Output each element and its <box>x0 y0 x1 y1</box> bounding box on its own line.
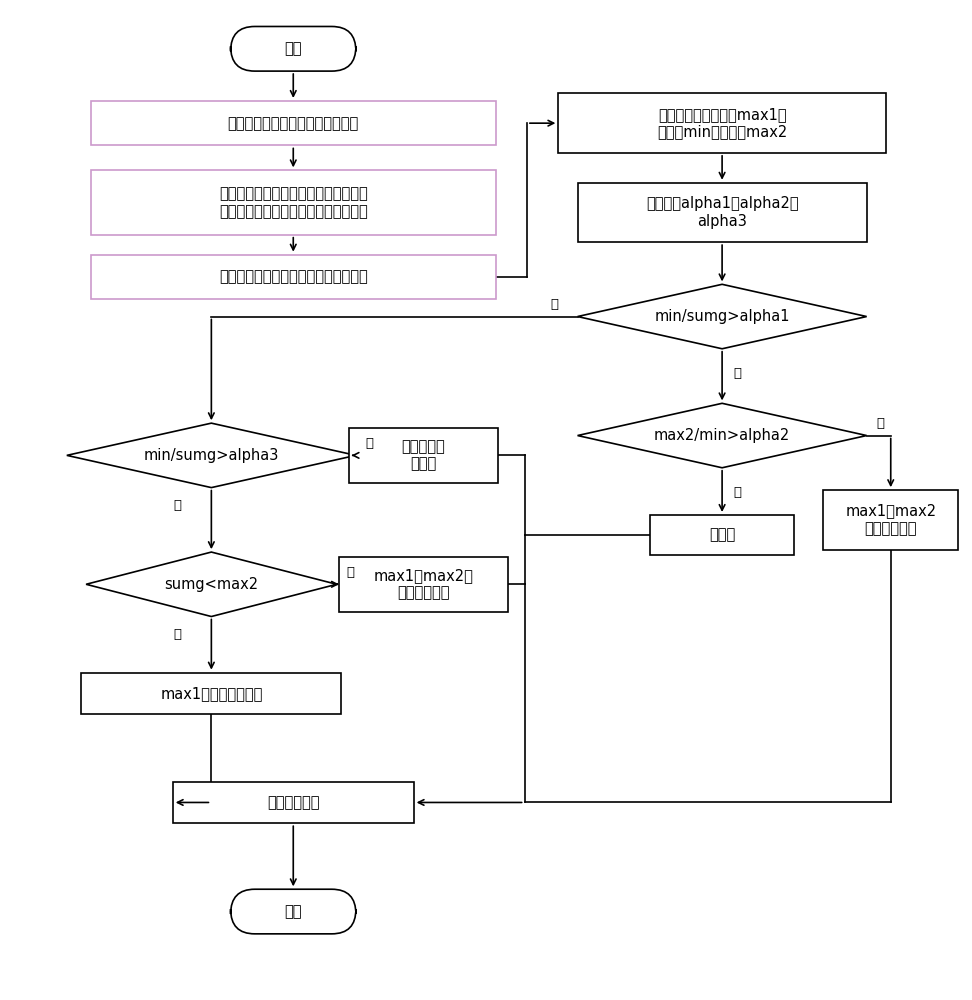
FancyBboxPatch shape <box>650 515 794 555</box>
Polygon shape <box>577 284 867 349</box>
Text: 是: 是 <box>365 437 373 450</box>
FancyBboxPatch shape <box>230 26 356 71</box>
Text: 否: 否 <box>550 298 558 311</box>
FancyBboxPatch shape <box>173 782 414 823</box>
Text: 计算各相电流小波转换后的绝对熵值和: 计算各相电流小波转换后的绝对熵值和 <box>219 269 367 284</box>
FancyBboxPatch shape <box>230 889 356 934</box>
Text: max2/min>alpha2: max2/min>alpha2 <box>654 428 790 443</box>
Text: 对电流信号进行离散小波变换并计算各
相电流信号分解后的小波系数及其熵值: 对电流信号进行离散小波变换并计算各 相电流信号分解后的小波系数及其熵值 <box>219 186 367 219</box>
Text: 否: 否 <box>174 628 182 641</box>
FancyBboxPatch shape <box>91 255 496 299</box>
Text: max1和max2
两相短路故障: max1和max2 两相短路故障 <box>846 504 936 536</box>
Text: 设置参数alpha1，alpha2和
alpha3: 设置参数alpha1，alpha2和 alpha3 <box>645 196 798 229</box>
Text: 输入三相电流信号并计算对地电流: 输入三相电流信号并计算对地电流 <box>227 116 359 131</box>
Text: sumg<max2: sumg<max2 <box>164 577 259 592</box>
Text: 开始: 开始 <box>285 41 302 56</box>
Text: 否: 否 <box>174 499 182 512</box>
FancyBboxPatch shape <box>339 557 507 612</box>
FancyBboxPatch shape <box>349 428 498 483</box>
Polygon shape <box>67 423 356 488</box>
Text: min/sumg>alpha3: min/sumg>alpha3 <box>144 448 279 463</box>
Text: 是: 是 <box>877 417 885 430</box>
FancyBboxPatch shape <box>558 93 885 153</box>
Text: 否: 否 <box>734 486 742 499</box>
FancyBboxPatch shape <box>82 673 341 714</box>
Text: 比较确定熵值最大相max1，
最小相min和中间相max2: 比较确定熵值最大相max1， 最小相min和中间相max2 <box>657 107 787 139</box>
Text: min/sumg>alpha1: min/sumg>alpha1 <box>654 309 790 324</box>
FancyBboxPatch shape <box>577 183 867 242</box>
FancyBboxPatch shape <box>823 490 958 550</box>
Text: max1和max2相
接地短路故障: max1和max2相 接地短路故障 <box>373 568 473 600</box>
Text: 无故障: 无故障 <box>709 527 735 542</box>
Polygon shape <box>577 403 867 468</box>
Text: 结束: 结束 <box>285 904 302 919</box>
Text: 是: 是 <box>346 566 354 579</box>
Text: 三相接地短
路故障: 三相接地短 路故障 <box>401 439 445 472</box>
Text: 输出诊断结果: 输出诊断结果 <box>267 795 320 810</box>
FancyBboxPatch shape <box>91 101 496 145</box>
FancyBboxPatch shape <box>91 170 496 235</box>
Text: 是: 是 <box>734 367 742 380</box>
Text: max1相接地短路故障: max1相接地短路故障 <box>160 686 262 701</box>
Polygon shape <box>87 552 336 617</box>
